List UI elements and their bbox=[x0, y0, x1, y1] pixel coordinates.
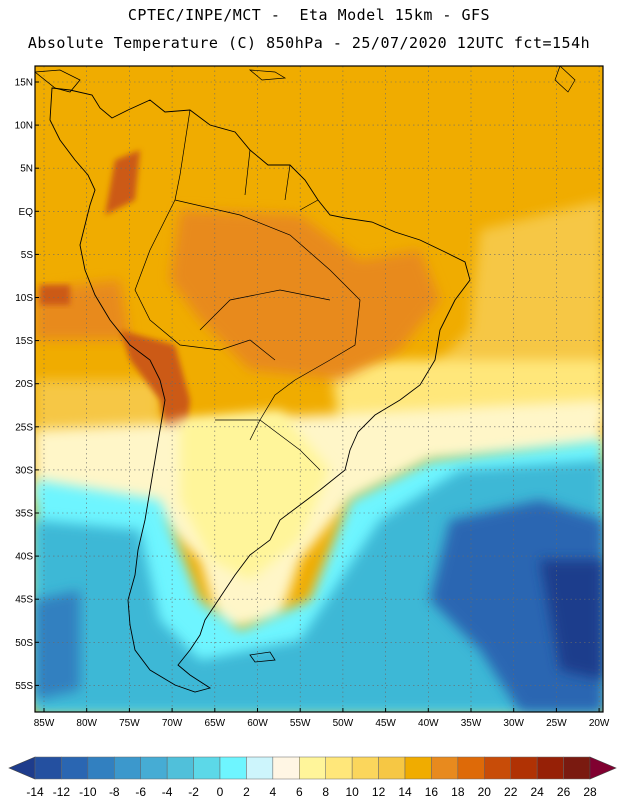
lat-label: 10N bbox=[15, 121, 33, 132]
longitude-labels: 85W 80W 75W 70W 65W 60W 55W 50W 45W 40W 35W 30W 25W 2… bbox=[34, 708, 610, 729]
colorbar-bin bbox=[563, 756, 591, 780]
lat-label: 10S bbox=[15, 293, 33, 304]
colorbar-bin bbox=[484, 756, 511, 780]
colorbar-label: 4 bbox=[270, 785, 277, 799]
colorbar-label: -10 bbox=[79, 785, 97, 799]
lat-label: 5N bbox=[20, 164, 33, 175]
lon-label: 80W bbox=[76, 718, 97, 729]
colorbar-label: 16 bbox=[425, 785, 439, 799]
lon-label: 60W bbox=[247, 718, 268, 729]
colorbar-label: -6 bbox=[135, 785, 146, 799]
colorbar-bin bbox=[219, 756, 247, 780]
colorbar-label: 2 bbox=[243, 785, 250, 799]
colorbar-bin bbox=[431, 756, 459, 780]
colorbar-label: -8 bbox=[109, 785, 120, 799]
lon-label: 65W bbox=[205, 718, 226, 729]
lon-label: 30W bbox=[503, 718, 524, 729]
colorbar-label: 28 bbox=[583, 785, 597, 799]
zone-andes-hot bbox=[105, 150, 140, 215]
lon-label: 35W bbox=[461, 718, 482, 729]
colorbar-bin bbox=[193, 756, 221, 780]
colorbar-bin bbox=[34, 756, 62, 780]
lon-label: 75W bbox=[119, 718, 140, 729]
country-borders bbox=[134, 109, 361, 471]
colorbar-label: 14 bbox=[398, 785, 412, 799]
map-title: CPTEC/INPE/MCT - Eta Model 15km - GFS bbox=[127, 6, 491, 24]
colorbar-label: -12 bbox=[53, 785, 71, 799]
lon-label: 20W bbox=[589, 718, 610, 729]
map-frame bbox=[34, 65, 604, 713]
colorbar-bin bbox=[87, 756, 115, 780]
colorbar-bin bbox=[299, 756, 326, 780]
colorbar-label: 8 bbox=[322, 785, 329, 799]
colorbar-label: 10 bbox=[345, 785, 359, 799]
coastline bbox=[49, 87, 471, 693]
colorbar-bin bbox=[351, 756, 379, 780]
lat-label: EQ bbox=[19, 207, 34, 218]
lon-label: 55W bbox=[290, 718, 311, 729]
colorbar-bin bbox=[325, 756, 353, 780]
colorbar-low-arrow bbox=[8, 756, 36, 780]
lat-label: 40S bbox=[15, 552, 33, 563]
lat-label: 15S bbox=[15, 336, 33, 347]
colorbar-label: -2 bbox=[188, 785, 199, 799]
colorbar-label: -14 bbox=[26, 785, 44, 799]
lat-label: 50S bbox=[15, 638, 33, 649]
colorbar-bin bbox=[457, 756, 485, 780]
colorbar-label: 18 bbox=[451, 785, 465, 799]
lat-label: 20S bbox=[15, 379, 33, 390]
temperature-field bbox=[35, 66, 603, 712]
colorbar-label: 24 bbox=[530, 785, 544, 799]
colorbar-bin bbox=[166, 756, 194, 780]
lon-label: 50W bbox=[333, 718, 354, 729]
colorbar-high-arrow bbox=[589, 756, 617, 780]
lat-label: 25S bbox=[15, 422, 33, 433]
colorbar-bin bbox=[536, 756, 564, 780]
colorbar-bin bbox=[272, 756, 300, 780]
colorbar-bin bbox=[114, 756, 141, 780]
colorbar-label: 6 bbox=[296, 785, 303, 799]
lat-label: 35S bbox=[15, 509, 33, 520]
lat-label: 5S bbox=[21, 250, 34, 261]
map-subtitle: Absolute Temperature (C) 850hPa - 25/07/… bbox=[27, 34, 591, 52]
lon-label: 70W bbox=[162, 718, 183, 729]
colorbar-bin bbox=[378, 756, 406, 780]
colorbar-label: 12 bbox=[372, 785, 386, 799]
colorbar-bin bbox=[140, 756, 168, 780]
lat-label: 55S bbox=[15, 681, 33, 692]
lon-label: 45W bbox=[375, 718, 396, 729]
colorbar: -14 -12 -10 -8 -6 -4 -2 0 2 4 6 8 10 12 14 16 18 20 22 24 26… bbox=[8, 756, 617, 799]
lon-label: 25W bbox=[546, 718, 567, 729]
colorbar-label: 22 bbox=[504, 785, 518, 799]
colorbar-bin bbox=[246, 756, 274, 780]
colorbar-label: -4 bbox=[162, 785, 173, 799]
lat-label: 15N bbox=[15, 78, 33, 89]
colorbar-bin bbox=[510, 756, 538, 780]
latitude-labels: 15N 10N 5N EQ 5S 10S 15S 20S 25S 30S 35S 40S 45S 50S 5… bbox=[15, 78, 39, 692]
colorbar-bin bbox=[404, 756, 432, 780]
lon-label: 40W bbox=[418, 718, 439, 729]
lat-label: 30S bbox=[15, 465, 33, 476]
colorbar-label: 0 bbox=[217, 785, 224, 799]
colorbar-label: 26 bbox=[557, 785, 571, 799]
colorbar-bin bbox=[61, 756, 89, 780]
lat-label: 45S bbox=[15, 595, 33, 606]
lon-label: 85W bbox=[34, 718, 55, 729]
colorbar-label: 20 bbox=[478, 785, 492, 799]
